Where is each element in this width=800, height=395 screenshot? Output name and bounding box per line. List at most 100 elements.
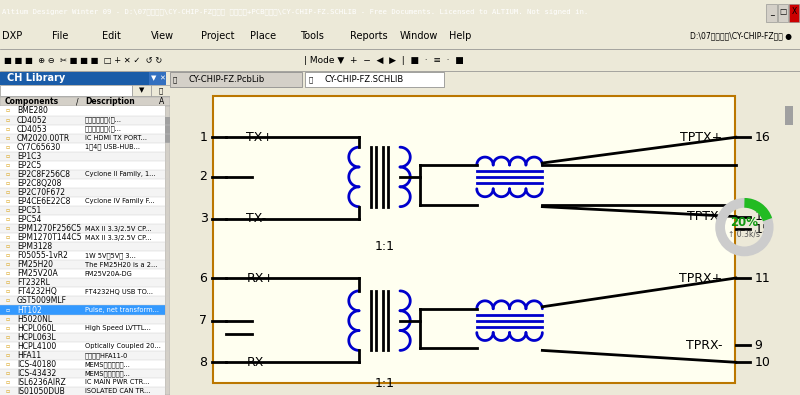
Text: EP2C70F672: EP2C70F672 [17, 188, 65, 197]
Text: F05055-1vR2: F05055-1vR2 [17, 251, 68, 260]
Bar [785, 106, 793, 124]
Text: FT4232HQ: FT4232HQ [17, 288, 57, 296]
Text: H5020NL: H5020NL [17, 314, 52, 324]
Text: ▫: ▫ [5, 371, 10, 376]
Text: GST5009MLF: GST5009MLF [17, 297, 67, 305]
Text: IS01050DUB: IS01050DUB [17, 387, 65, 395]
Text: Edit: Edit [102, 30, 121, 41]
Bar [0, 260, 165, 269]
Text: IC MAIN PWR CTR...: IC MAIN PWR CTR... [85, 380, 149, 386]
Text: EP4CE6E22C8: EP4CE6E22C8 [17, 197, 70, 206]
Text: 10: 10 [754, 356, 770, 369]
Text: Cyclone IV Family F...: Cyclone IV Family F... [85, 198, 154, 205]
Text: 11: 11 [754, 271, 770, 284]
Bar [151, 85, 170, 96]
Bar [213, 96, 735, 383]
Text: 1:1: 1:1 [374, 240, 394, 253]
Bar [778, 4, 788, 22]
Bar [0, 288, 165, 297]
Text: CY-CHIP-FZ.SCHLIB: CY-CHIP-FZ.SCHLIB [324, 75, 403, 84]
Text: TPTX+: TPTX+ [680, 131, 722, 144]
Text: ▫: ▫ [5, 271, 10, 276]
Text: View: View [151, 30, 174, 41]
Text: CY7C65630: CY7C65630 [17, 143, 62, 152]
Bar [0, 152, 165, 161]
Bar [766, 4, 777, 22]
Text: 7: 7 [199, 314, 207, 327]
Text: D:\07技术创新\CY-CHIP-FZ元件 ●: D:\07技术创新\CY-CHIP-FZ元件 ● [690, 31, 792, 40]
Bar [0, 188, 165, 197]
Text: High Speed LVTTL...: High Speed LVTTL... [85, 325, 150, 331]
Bar [0, 97, 170, 107]
Bar [165, 117, 170, 143]
Text: Tools: Tools [300, 30, 324, 41]
Text: ▫: ▫ [5, 154, 10, 159]
Bar [0, 170, 165, 179]
Text: 模拟开关系列(字...: 模拟开关系列(字... [85, 126, 122, 132]
Text: ▫: ▫ [5, 299, 10, 303]
Text: DXP: DXP [2, 30, 22, 41]
Bar [0, 224, 165, 233]
Text: FT4232HQ USB TO...: FT4232HQ USB TO... [85, 289, 153, 295]
Bar [0, 124, 165, 134]
Text: Altium Designer Winter 09 - D:\07技术创新\CY-CHIP-FZ元件库 原理图库+PCB封装库\CY-CHIP-FZ.SCHLI: Altium Designer Winter 09 - D:\07技术创新\CY… [2, 8, 589, 15]
Text: ▫: ▫ [5, 226, 10, 231]
Text: 1拖4端 USB-HUB...: 1拖4端 USB-HUB... [85, 144, 140, 150]
Text: CM2020.00TR: CM2020.00TR [17, 134, 70, 143]
Text: HCPL063L: HCPL063L [17, 333, 56, 342]
Bar [0, 215, 165, 224]
Text: Help: Help [449, 30, 471, 41]
Text: ▼: ▼ [151, 75, 156, 81]
Bar [0, 161, 165, 170]
Text: ICS-43432: ICS-43432 [17, 369, 56, 378]
Text: File: File [52, 30, 68, 41]
Bar [0, 297, 165, 305]
Text: ▫: ▫ [5, 389, 10, 394]
Bar [0, 115, 165, 124]
Text: EP2C8F256C8: EP2C8F256C8 [17, 170, 70, 179]
Bar [0, 179, 165, 188]
Text: 📋: 📋 [308, 76, 313, 83]
Text: HCPL060L: HCPL060L [17, 324, 56, 333]
Bar [0, 387, 165, 395]
Bar [0, 324, 165, 333]
Text: TPRX+: TPRX+ [679, 271, 722, 284]
Text: IC HDMI TX PORT...: IC HDMI TX PORT... [85, 135, 147, 141]
Text: ▫: ▫ [5, 335, 10, 340]
Text: RX-: RX- [246, 356, 268, 369]
Text: ▫: ▫ [5, 253, 10, 258]
Text: 14: 14 [754, 210, 770, 223]
Text: Cyclone II Family, 1...: Cyclone II Family, 1... [85, 171, 155, 177]
Text: Window: Window [399, 30, 438, 41]
Text: ▫: ▫ [5, 280, 10, 285]
Bar [0, 242, 165, 251]
Bar [150, 72, 158, 85]
Text: ✕: ✕ [159, 75, 165, 81]
Text: ▫: ▫ [5, 118, 10, 122]
Text: 16: 16 [754, 131, 770, 144]
Text: CY-CHIP-FZ.PcbLib: CY-CHIP-FZ.PcbLib [189, 75, 265, 84]
Text: TX-: TX- [246, 212, 266, 225]
Text: RX+: RX+ [246, 271, 274, 284]
Text: MEMS数字麦克风...: MEMS数字麦克风... [85, 370, 130, 377]
Bar [0, 85, 132, 96]
Bar [0, 333, 165, 342]
Text: 上海汉枝HFA11-0: 上海汉枝HFA11-0 [85, 352, 128, 359]
Text: 2: 2 [200, 170, 207, 183]
Text: ▫: ▫ [5, 353, 10, 358]
Bar [0, 305, 165, 314]
Text: 8: 8 [199, 356, 207, 369]
Text: ▫: ▫ [5, 135, 10, 141]
Text: ↑ 0.3k/s: ↑ 0.3k/s [728, 229, 760, 239]
Text: ▫: ▫ [5, 362, 10, 367]
Text: ▫: ▫ [5, 290, 10, 294]
Bar [789, 4, 799, 22]
Text: ISOLATED CAN TR...: ISOLATED CAN TR... [85, 388, 150, 395]
Text: ▫: ▫ [5, 163, 10, 168]
Text: MAX II 3.3/2.5V CP...: MAX II 3.3/2.5V CP... [85, 226, 151, 231]
Bar [0, 107, 165, 115]
Bar [0, 351, 165, 360]
Text: HFA11: HFA11 [17, 351, 41, 360]
Text: EPC54: EPC54 [17, 215, 42, 224]
Bar [0, 72, 150, 85]
